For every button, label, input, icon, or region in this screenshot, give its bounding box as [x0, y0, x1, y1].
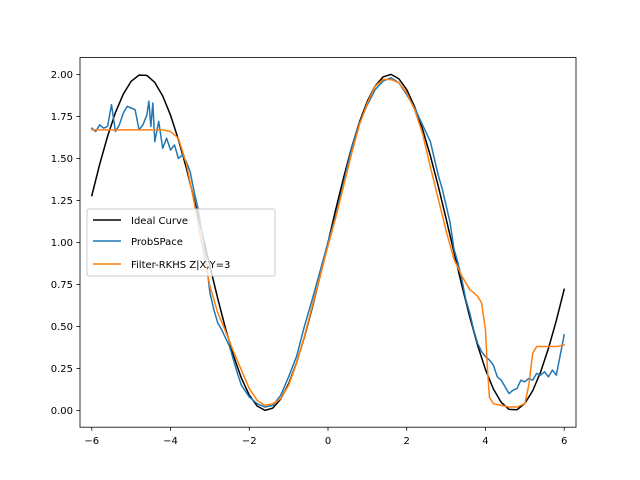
y-tick-label: 0.25 [51, 364, 73, 375]
x-tick-label: 2 [404, 436, 410, 447]
y-tick-label: 1.25 [51, 196, 73, 207]
legend: Ideal Curve ProbSPace Filter-RKHS Z|X,Y=… [86, 208, 276, 277]
legend-box [86, 208, 276, 277]
y-tick-label: 1.75 [51, 112, 73, 123]
series-layer [90, 73, 566, 412]
series-line-filter-rkhs-z-x-y-3 [91, 78, 566, 408]
x-tick-label: 0 [325, 436, 331, 447]
y-tick-label: 2.00 [51, 70, 73, 81]
legend-label-ideal-curve: Ideal Curve [131, 216, 188, 227]
legend-label-filter-rkhs: Filter-RKHS Z|X,Y=3 [131, 260, 230, 271]
x-tick-label: −2 [242, 436, 257, 447]
x-tick-label: −6 [84, 436, 99, 447]
y-tick-label: 1.00 [51, 238, 73, 249]
y-tick-label: 0.00 [51, 406, 73, 417]
series-line-probspace [90, 77, 566, 408]
legend-label-probspace: ProbSPace [131, 237, 183, 248]
x-tick-label: −4 [163, 436, 178, 447]
y-tick-label: 0.50 [51, 322, 73, 333]
x-tick-label: 4 [482, 436, 488, 447]
x-tick-label: 6 [561, 436, 567, 447]
y-tick-label: 0.75 [51, 280, 73, 291]
x-axis: −6 −4 −2 0 2 4 6 [84, 427, 567, 447]
y-axis: 0.00 0.25 0.50 0.75 1.00 1.25 1.50 1.75 2.00 [51, 70, 80, 417]
y-tick-label: 1.50 [51, 154, 73, 165]
